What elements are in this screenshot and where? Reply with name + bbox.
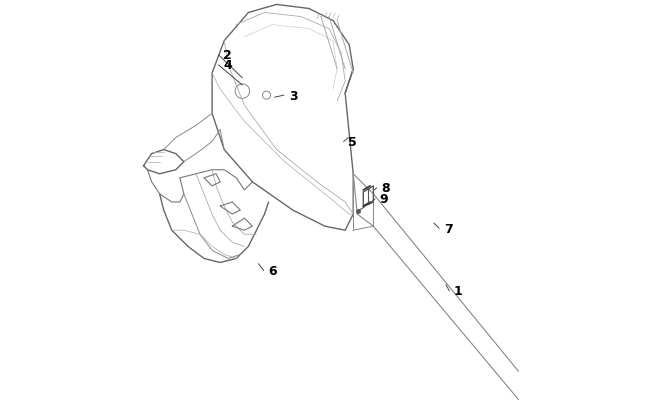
- Text: 9: 9: [380, 193, 389, 206]
- Text: 8: 8: [382, 182, 390, 195]
- Text: 6: 6: [268, 264, 277, 277]
- Text: 5: 5: [348, 136, 357, 149]
- Text: 1: 1: [454, 284, 463, 298]
- Text: 2: 2: [224, 49, 232, 62]
- Text: 7: 7: [444, 222, 452, 235]
- Text: 4: 4: [224, 59, 232, 72]
- Text: 3: 3: [289, 90, 297, 102]
